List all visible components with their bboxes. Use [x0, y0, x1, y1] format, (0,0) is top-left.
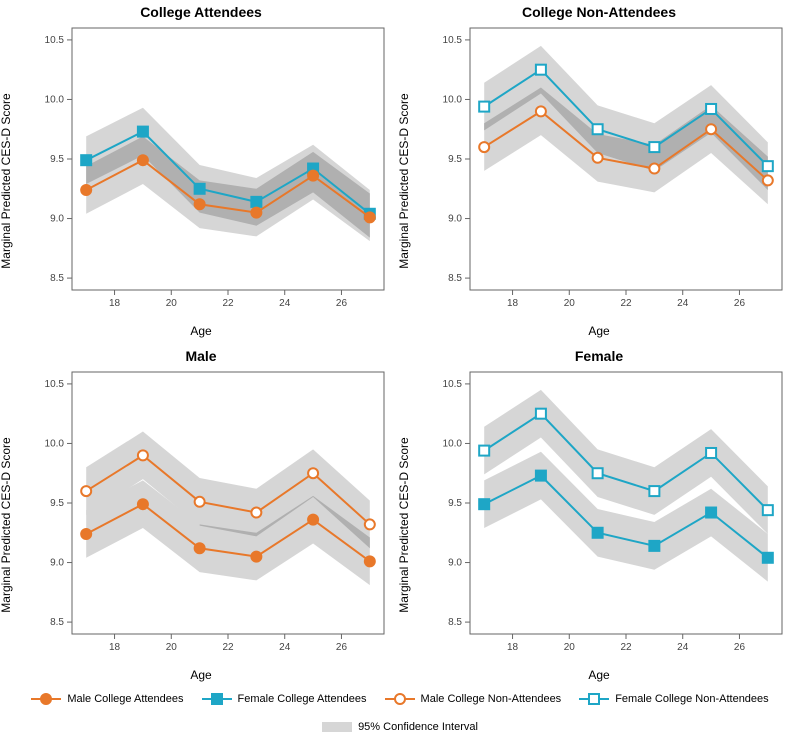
- y-axis-label: Marginal Predicted CES-D Score: [0, 437, 13, 612]
- x-tick-label: 26: [734, 298, 746, 309]
- y-tick-label: 8.5: [50, 273, 64, 284]
- chart-svg: 18 20 22 24 26 8.5 9.0 9.5 10.0 10.5: [44, 24, 390, 312]
- x-tick-label: 24: [677, 298, 689, 309]
- x-tick-label: 18: [507, 642, 519, 653]
- legend-item: Male College Non-Attendees: [385, 692, 562, 706]
- legend-label: Female College Non-Attendees: [615, 693, 768, 705]
- figure: College Attendees Marginal Predicted CES-…: [0, 0, 800, 731]
- y-tick-label: 10.0: [45, 438, 65, 449]
- plot-area: Marginal Predicted CES-D ScoreAge1820222…: [8, 366, 394, 684]
- x-tick-label: 22: [620, 642, 632, 653]
- y-tick-label: 10.5: [443, 35, 463, 46]
- y-tick-label: 10.5: [45, 379, 65, 390]
- y-tick-label: 10.0: [443, 94, 463, 105]
- y-tick-label: 9.0: [50, 558, 64, 569]
- y-tick-label: 10.0: [443, 438, 463, 449]
- plot-area: Marginal Predicted CES-D ScoreAge1820222…: [8, 22, 394, 340]
- panel-grid: College Attendees Marginal Predicted CES-…: [8, 4, 792, 684]
- y-axis-label: Marginal Predicted CES-D Score: [0, 93, 13, 268]
- y-tick-label: 9.5: [50, 154, 64, 165]
- legend-label: Male College Attendees: [67, 693, 183, 705]
- panel-title: College Non-Attendees: [406, 4, 792, 22]
- legend: Male College Attendees Female College Att…: [8, 684, 792, 734]
- y-tick-label: 8.5: [448, 273, 462, 284]
- y-tick-label: 10.0: [45, 94, 65, 105]
- y-axis-label: Marginal Predicted CES-D Score: [397, 93, 411, 268]
- x-tick-label: 24: [279, 642, 291, 653]
- chart-svg: 18 20 22 24 26 8.5 9.0 9.5 10.0 10.5: [442, 368, 788, 656]
- y-tick-label: 9.0: [50, 214, 64, 225]
- panel-p4: FemaleMarginal Predicted CES-D ScoreAge1…: [406, 348, 792, 684]
- legend-swatch-icon: [31, 692, 61, 706]
- x-tick-label: 18: [109, 298, 121, 309]
- x-axis-label: Age: [190, 324, 211, 338]
- panel-title: College Attendees: [8, 4, 394, 22]
- legend-swatch-icon: [322, 720, 352, 734]
- x-tick-label: 22: [222, 642, 234, 653]
- y-tick-label: 9.0: [448, 214, 462, 225]
- y-tick-label: 10.5: [45, 35, 65, 46]
- plot-area: Marginal Predicted CES-D ScoreAge1820222…: [406, 22, 792, 340]
- y-tick-label: 8.5: [448, 617, 462, 628]
- y-tick-label: 10.5: [443, 379, 463, 390]
- y-tick-label: 8.5: [50, 617, 64, 628]
- panel-p2: College Non-AttendeesMarginal Predicted …: [406, 4, 792, 340]
- x-tick-label: 20: [166, 298, 178, 309]
- legend-label: 95% Confidence Interval: [358, 721, 478, 733]
- x-tick-label: 20: [564, 642, 576, 653]
- x-tick-label: 26: [336, 642, 348, 653]
- x-tick-label: 22: [222, 298, 234, 309]
- x-tick-label: 20: [564, 298, 576, 309]
- panel-p3: MaleMarginal Predicted CES-D ScoreAge182…: [8, 348, 394, 684]
- legend-swatch-icon: [579, 692, 609, 706]
- panel-title: Male: [8, 348, 394, 366]
- legend-item: Female College Attendees: [202, 692, 367, 706]
- x-tick-label: 22: [620, 298, 632, 309]
- x-tick-label: 24: [279, 298, 291, 309]
- x-axis-label: Age: [588, 668, 609, 682]
- y-tick-label: 9.0: [448, 558, 462, 569]
- y-tick-label: 9.5: [448, 498, 462, 509]
- plot-area: Marginal Predicted CES-D ScoreAge1820222…: [406, 366, 792, 684]
- y-tick-label: 9.5: [448, 154, 462, 165]
- x-tick-label: 24: [677, 642, 689, 653]
- legend-swatch-icon: [202, 692, 232, 706]
- x-tick-label: 20: [166, 642, 178, 653]
- legend-swatch-icon: [385, 692, 415, 706]
- x-tick-label: 26: [734, 642, 746, 653]
- y-axis-label: Marginal Predicted CES-D Score: [397, 437, 411, 612]
- legend-item: 95% Confidence Interval: [322, 720, 478, 734]
- x-tick-label: 26: [336, 298, 348, 309]
- panel-p1: College AttendeesMarginal Predicted CES-…: [8, 4, 394, 340]
- legend-item: Female College Non-Attendees: [579, 692, 768, 706]
- legend-label: Male College Non-Attendees: [421, 693, 562, 705]
- y-tick-label: 9.5: [50, 498, 64, 509]
- chart-svg: 18 20 22 24 26 8.5 9.0 9.5 10.0 10.5: [442, 24, 788, 312]
- x-tick-label: 18: [109, 642, 121, 653]
- chart-svg: 18 20 22 24 26 8.5 9.0 9.5 10.0 10.5: [44, 368, 390, 656]
- x-axis-label: Age: [588, 324, 609, 338]
- panel-title: Female: [406, 348, 792, 366]
- legend-item: Male College Attendees: [31, 692, 183, 706]
- legend-label: Female College Attendees: [238, 693, 367, 705]
- x-axis-label: Age: [190, 668, 211, 682]
- x-tick-label: 18: [507, 298, 519, 309]
